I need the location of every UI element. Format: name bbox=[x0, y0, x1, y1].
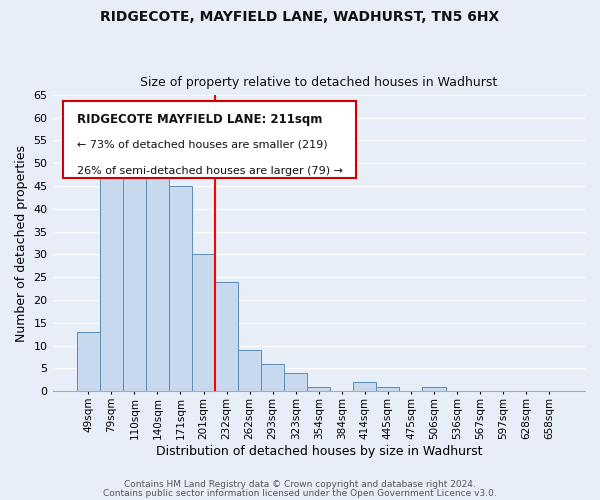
Bar bbox=[376, 386, 400, 392]
Text: 26% of semi-detached houses are larger (79) →: 26% of semi-detached houses are larger (… bbox=[77, 166, 343, 176]
X-axis label: Distribution of detached houses by size in Wadhurst: Distribution of detached houses by size … bbox=[155, 444, 482, 458]
Bar bbox=[100, 177, 123, 392]
FancyBboxPatch shape bbox=[63, 101, 356, 178]
Text: Contains HM Land Registry data © Crown copyright and database right 2024.: Contains HM Land Registry data © Crown c… bbox=[124, 480, 476, 489]
Bar bbox=[284, 373, 307, 392]
Bar bbox=[77, 332, 100, 392]
Bar bbox=[307, 386, 330, 392]
Text: ← 73% of detached houses are smaller (219): ← 73% of detached houses are smaller (21… bbox=[77, 140, 327, 149]
Text: Contains public sector information licensed under the Open Government Licence v3: Contains public sector information licen… bbox=[103, 488, 497, 498]
Bar bbox=[123, 150, 146, 392]
Y-axis label: Number of detached properties: Number of detached properties bbox=[15, 144, 28, 342]
Text: RIDGECOTE, MAYFIELD LANE, WADHURST, TN5 6HX: RIDGECOTE, MAYFIELD LANE, WADHURST, TN5 … bbox=[100, 10, 500, 24]
Text: RIDGECOTE MAYFIELD LANE: 211sqm: RIDGECOTE MAYFIELD LANE: 211sqm bbox=[77, 112, 322, 126]
Bar bbox=[169, 186, 192, 392]
Bar bbox=[261, 364, 284, 392]
Bar bbox=[422, 386, 446, 392]
Bar bbox=[353, 382, 376, 392]
Title: Size of property relative to detached houses in Wadhurst: Size of property relative to detached ho… bbox=[140, 76, 497, 90]
Bar bbox=[146, 163, 169, 392]
Bar bbox=[192, 254, 215, 392]
Bar bbox=[215, 282, 238, 392]
Bar bbox=[238, 350, 261, 392]
